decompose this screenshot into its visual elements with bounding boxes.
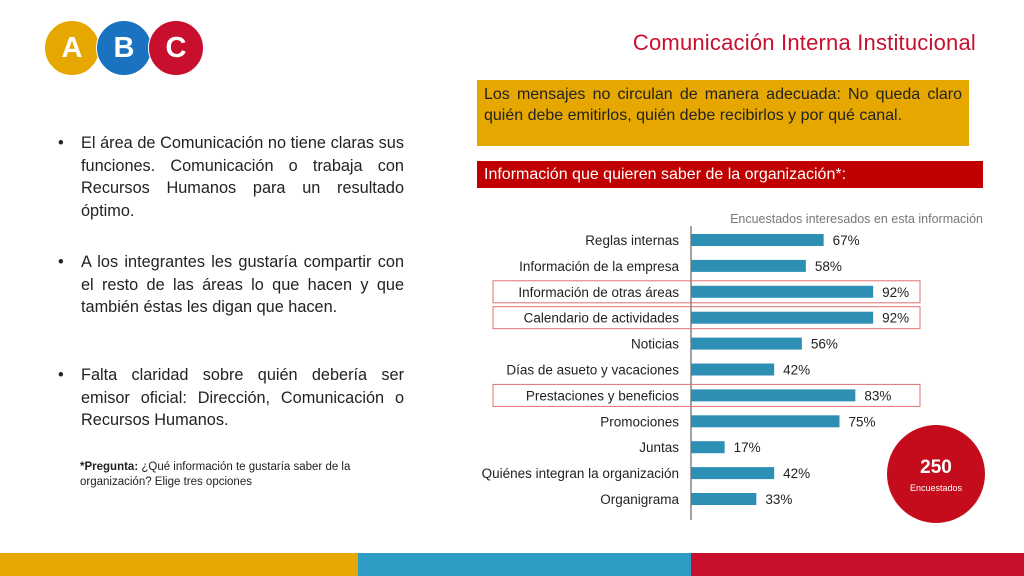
category-label: Calendario de actividades xyxy=(524,311,680,326)
footer-stripe xyxy=(0,553,1024,576)
key-finding-callout: Los mensajes no circulan de manera adecu… xyxy=(477,80,969,146)
bullet-item: El área de Comunicación no tiene claras … xyxy=(56,132,404,222)
highlight-box xyxy=(492,383,921,407)
category-label: Días de asueto y vacaciones xyxy=(506,363,679,378)
bar xyxy=(691,311,874,324)
bullet-item: A los integrantes les gustaría compartir… xyxy=(56,251,404,319)
category-label: Información de otras áreas xyxy=(518,285,679,300)
category-label: Promociones xyxy=(600,414,679,429)
bar xyxy=(691,234,824,246)
respondents-label: Encuestados xyxy=(909,483,963,493)
category-label: Información de la empresa xyxy=(519,259,679,274)
logo-letter-c: C xyxy=(148,20,204,76)
value-label: 67% xyxy=(833,233,860,248)
bar xyxy=(691,441,725,454)
category-label: Quiénes integran la organización xyxy=(482,466,679,481)
value-label: 42% xyxy=(783,466,810,481)
footer-stripe-red xyxy=(691,553,1024,576)
highlight-box xyxy=(492,306,921,330)
value-label: 42% xyxy=(783,363,810,378)
bar xyxy=(691,363,775,376)
value-label: 56% xyxy=(811,337,838,352)
footnote-text: ¿Qué información te gustaría saber de la… xyxy=(80,461,351,488)
respondents-badge: 250 Encuestados xyxy=(887,425,985,523)
bar xyxy=(691,415,840,428)
category-label: Juntas xyxy=(639,440,679,455)
highlight-box xyxy=(492,280,921,304)
bar xyxy=(691,337,802,350)
section-header: Información que quieren saber de la orga… xyxy=(477,161,983,188)
logo-letter-a: A xyxy=(44,20,100,76)
footer-stripe-yellow xyxy=(0,553,358,576)
bar xyxy=(691,389,856,402)
bar-chart: Encuestados interesados en esta informac… xyxy=(482,212,983,520)
bar xyxy=(691,493,757,505)
value-label: 83% xyxy=(864,388,891,403)
respondents-count: 250 xyxy=(920,457,952,478)
category-label: Organigrama xyxy=(600,492,679,507)
bar xyxy=(691,467,775,480)
value-label: 75% xyxy=(849,414,876,429)
value-label: 92% xyxy=(882,311,909,326)
abc-logo: A B C xyxy=(44,20,208,76)
footnote-label: *Pregunta: xyxy=(80,461,139,473)
page-title: Comunicación Interna Institucional xyxy=(632,30,976,55)
bar xyxy=(691,259,806,272)
bullet-item: Falta claridad sobre quién debería ser e… xyxy=(56,364,404,432)
bar xyxy=(691,285,874,298)
footer-stripe-blue xyxy=(358,553,691,576)
value-label: 92% xyxy=(882,285,909,300)
survey-footnote: *Pregunta: ¿Qué información te gustaría … xyxy=(80,460,380,490)
value-label: 33% xyxy=(765,492,792,507)
value-label: 17% xyxy=(734,440,761,455)
category-label: Prestaciones y beneficios xyxy=(526,388,679,403)
category-label: Reglas internas xyxy=(585,233,679,248)
chart-title: Encuestados interesados en esta informac… xyxy=(730,212,983,226)
logo-letter-b: B xyxy=(96,20,152,76)
value-label: 58% xyxy=(815,259,842,274)
category-label: Noticias xyxy=(631,337,679,352)
